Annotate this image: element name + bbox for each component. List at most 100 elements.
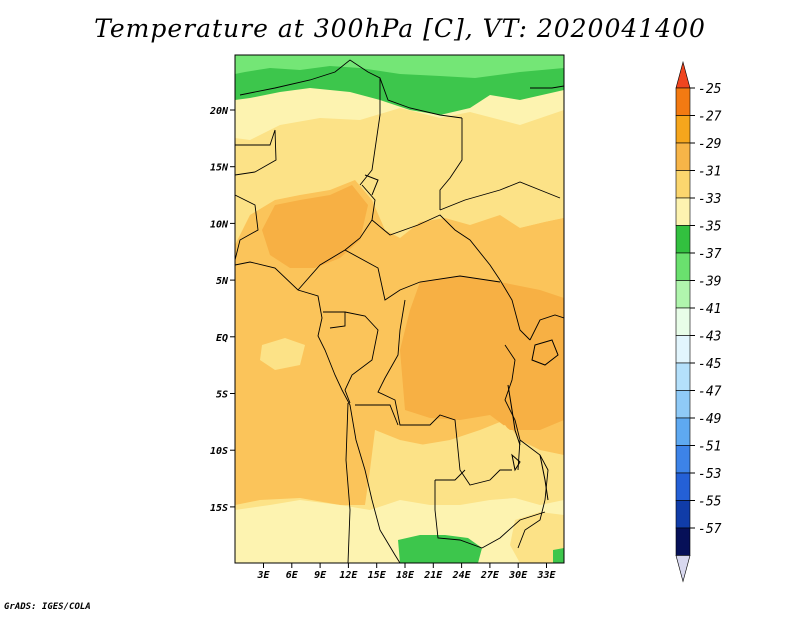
colorbar-swatch [675, 252, 691, 281]
border-sahel [235, 129, 277, 176]
border-north-3 [439, 118, 463, 210]
lake-malawi [539, 454, 549, 501]
colorbar-swatch [675, 362, 691, 391]
longitude-axis: 3E 6E 9E 12E 15E 18E 21E 24E 27E 30E 33E [256, 563, 557, 581]
coastline-west [235, 261, 401, 563]
colorbar-label: -57 [698, 522, 722, 537]
lon-tick-label: 30E [508, 570, 528, 581]
lat-tick-label: 15S [210, 503, 228, 514]
colorbar-label: -39 [698, 275, 721, 290]
field-patch-29-north [262, 185, 368, 268]
colorbar-swatch [675, 417, 691, 446]
colorbar-label: -49 [698, 412, 721, 427]
lon-tick-label: 3E [256, 570, 270, 581]
border-angola [355, 404, 399, 426]
field-band-35-south [235, 498, 564, 563]
border-congo-2 [344, 311, 379, 404]
colorbar-swatch [675, 115, 691, 144]
colorbar-swatch [675, 170, 691, 199]
colorbar-label: -33 [698, 192, 721, 207]
colorbar-swatch [675, 280, 691, 309]
border-chad [297, 184, 376, 291]
field-patch-37-se [553, 548, 564, 563]
field-pocket-33-south [510, 512, 564, 563]
lon-tick-label: 21E [423, 570, 443, 581]
lake-victoria [531, 339, 559, 366]
colorbar-swatch [675, 527, 691, 556]
border-tanzania [519, 439, 549, 501]
border-north-1 [239, 59, 463, 119]
field-patch-29-east [400, 276, 564, 430]
colorbar-label: -29 [698, 137, 721, 152]
colorbar-bottom-arrow [675, 555, 691, 583]
border-drc [377, 299, 512, 486]
border-north-2 [359, 78, 381, 186]
chart-title: Temperature at 300hPa [C], VT: 202004140… [94, 14, 706, 43]
latitude-axis: 20N 15N 10N 5N EQ 5S 10S 15S [209, 106, 235, 514]
lake-tanganyika [507, 384, 521, 446]
colorbar-label: -55 [698, 495, 722, 510]
lon-tick-label: 9E [314, 570, 327, 581]
lon-tick-label: 18E [396, 570, 415, 581]
colorbar-label: -47 [698, 385, 722, 400]
lat-tick-label: 10N [210, 219, 229, 230]
colorbar-label: -31 [698, 165, 721, 180]
colorbar-swatch [675, 87, 691, 116]
colorbar-label: -43 [698, 330, 721, 345]
lon-tick-label: 24E [452, 570, 472, 581]
field-patch-37-south [398, 535, 482, 563]
border-moz [517, 499, 546, 549]
lakes [364, 174, 559, 501]
lat-tick-label: EQ [216, 333, 228, 344]
colorbar: -25 -27 -29 -31 -33 -35 -37 -39 -41 -43 -45 -47 -49 -… [675, 60, 722, 583]
lon-tick-label: 6E [286, 570, 299, 581]
colorbar-label: -51 [698, 440, 721, 455]
colorbar-label: -41 [698, 302, 721, 317]
border-zambia [434, 469, 483, 549]
colorbar-swatch [675, 472, 691, 501]
lon-tick-label: 12E [339, 570, 358, 581]
map-frame [234, 54, 565, 564]
border-angola-south [345, 402, 351, 563]
lat-tick-label: 5N [216, 276, 229, 287]
colorbar-swatch [675, 225, 691, 254]
border-car-2 [344, 249, 501, 301]
border-west-1 [235, 194, 259, 261]
lat-tick-label: 20N [209, 106, 229, 117]
field-region-31-east [500, 218, 564, 290]
colorbar-swatch [675, 142, 691, 171]
colorbar-label: -35 [698, 220, 722, 235]
lake-chad [364, 174, 379, 196]
border-kenya [529, 314, 564, 341]
colorbar-top-arrow [675, 60, 691, 89]
colorbar-swatch [675, 197, 691, 226]
colorbar-swatch [675, 390, 691, 419]
colorbar-swatch [675, 500, 691, 529]
lake-kivu [511, 453, 521, 472]
lon-tick-label: 33E [536, 570, 556, 581]
border-zim [481, 511, 546, 549]
colorbar-swatch [675, 307, 691, 336]
lat-tick-label: 5S [216, 390, 228, 401]
colorbar-label: -45 [698, 357, 722, 372]
border-car-1 [371, 214, 501, 281]
country-borders [235, 59, 564, 563]
border-ssudan [499, 279, 531, 341]
lat-tick-label: 15N [210, 163, 229, 174]
field-band-39-north [235, 55, 564, 78]
colorbar-label: -25 [698, 82, 722, 97]
lon-tick-label: 27E [480, 570, 500, 581]
lat-tick-label: 10S [210, 446, 228, 457]
colorbar-swatch [675, 335, 691, 364]
lon-tick-label: 15E [368, 570, 387, 581]
colorbar-swatch [675, 445, 691, 474]
temperature-field [235, 55, 564, 563]
border-congo-1 [323, 311, 346, 329]
field-pocket-33-west [260, 338, 305, 370]
colorbar-label: -37 [698, 247, 722, 262]
grads-credit: GrADS: IGES/COLA [4, 602, 91, 612]
border-sudan [439, 181, 561, 211]
border-east-coast [530, 85, 564, 89]
colorbar-label: -53 [698, 467, 721, 482]
